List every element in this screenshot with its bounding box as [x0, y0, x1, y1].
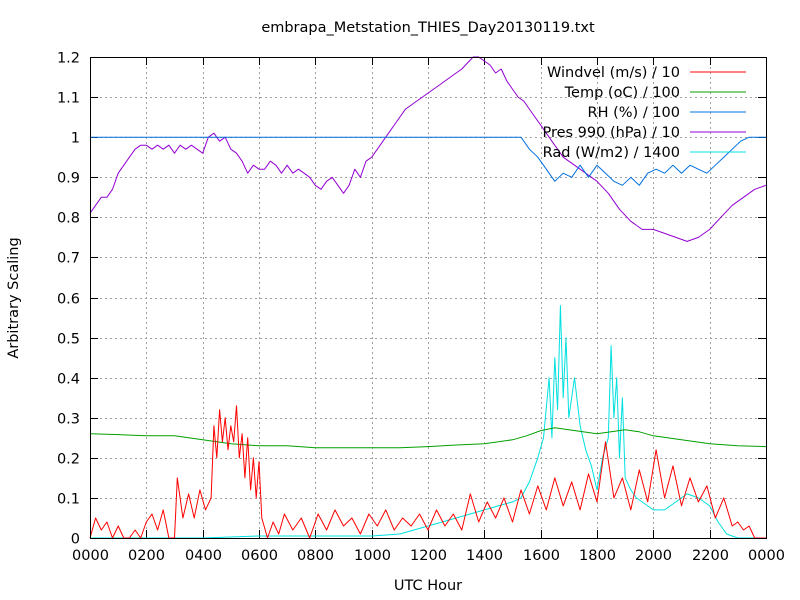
y-tick-label: 0.5 [57, 332, 80, 348]
x-tick-label: 1200 [410, 548, 447, 564]
x-axis-label: UTC Hour [394, 578, 462, 594]
y-tick-label: 0.3 [57, 412, 80, 428]
y-tick-label: 1.2 [57, 51, 80, 67]
x-tick-label: 1800 [579, 548, 616, 564]
y-axis-label: Arbitrary Scaling [6, 237, 22, 358]
series-line-2 [90, 136, 766, 186]
x-tick-label: 2200 [692, 548, 729, 564]
legend-label: Windvel (m/s) / 10 [547, 65, 680, 81]
legend: Windvel (m/s) / 10 Temp (oC) / 100 RH (%) … [542, 65, 746, 161]
x-tick-label: 0800 [297, 548, 334, 564]
x-tick-label: 1400 [466, 548, 503, 564]
x-tick-label: 0600 [241, 548, 278, 564]
plot-frame [90, 57, 767, 539]
legend-label: Temp (oC) / 100 [564, 85, 680, 101]
x-tick-label: 0200 [128, 548, 165, 564]
series-line-1 [89, 427, 767, 449]
series-line-0 [89, 405, 766, 539]
x-tick-label: 0000 [72, 548, 109, 564]
y-tick-label: 0 [71, 532, 80, 548]
legend-label: Pres 990 (hPa) / 10 [542, 125, 680, 141]
y-tick-label: 1.1 [57, 91, 80, 107]
y-tick-label: 0.9 [57, 171, 80, 187]
axis-tick-labels: 0 0.1 0.2 0.3 0.4 0.5 0.6 0.7 0.8 0.9 1 1.1 1.2 0000 0… [57, 51, 785, 565]
x-tick-label: 1000 [354, 548, 391, 564]
y-tick-label: 0.1 [57, 492, 80, 508]
x-tick-label: 0400 [185, 548, 222, 564]
legend-label: RH (%) / 100 [588, 105, 680, 121]
x-tick-label: 0000 [748, 548, 785, 564]
y-tick-label: 0.7 [57, 251, 80, 267]
chart-title: embrapa_Metstation_THIES_Day20130119.txt [261, 20, 595, 36]
y-tick-label: 0.4 [57, 372, 80, 388]
series-layer [89, 56, 767, 539]
y-tick-label: 0.2 [57, 452, 80, 468]
y-tick-label: 1 [71, 131, 80, 147]
series-line-4 [90, 305, 766, 539]
x-tick-label: 1600 [523, 548, 560, 564]
legend-label: Rad (W/m2) / 1400 [543, 145, 680, 161]
y-tick-label: 0.6 [57, 292, 80, 308]
x-tick-label: 2000 [635, 548, 672, 564]
series-line-3 [89, 56, 767, 242]
y-tick-label: 0.8 [57, 211, 80, 227]
